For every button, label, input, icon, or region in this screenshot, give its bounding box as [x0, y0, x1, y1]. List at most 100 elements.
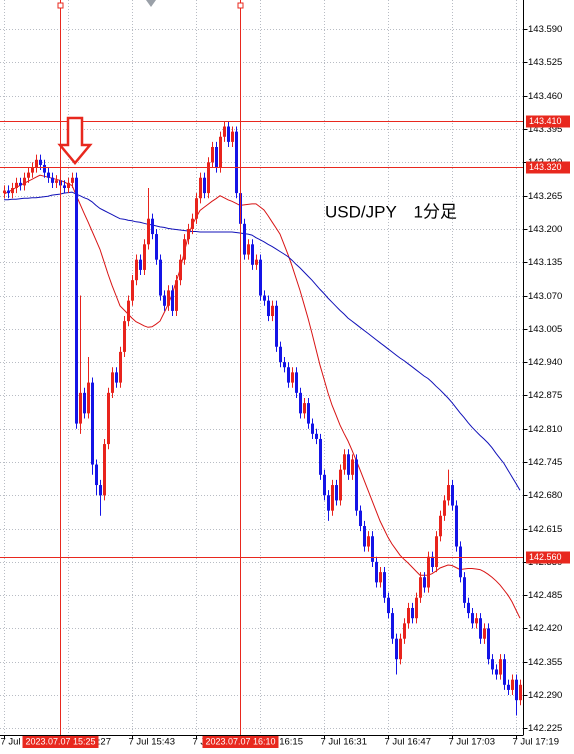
candle-body	[435, 536, 438, 567]
candle-body	[303, 403, 306, 414]
candle-body	[151, 218, 154, 235]
candle-body	[331, 485, 334, 511]
candle-body	[99, 485, 102, 496]
candle-body	[371, 536, 374, 562]
marks	[0, 0, 524, 735]
candle-body	[439, 515, 442, 537]
candle-body	[355, 459, 358, 511]
labels: 143.590143.525143.460143.395143.330143.2…	[1, 24, 570, 748]
candle-body	[223, 126, 226, 137]
candle-body	[339, 469, 342, 501]
candle-body	[403, 623, 406, 639]
x-tick-label: 7 Jul 16:15	[257, 737, 303, 748]
candle-body	[111, 372, 114, 393]
grid	[0, 0, 524, 735]
candle-body	[283, 362, 286, 368]
candle-body	[311, 423, 314, 434]
candle-body	[479, 618, 482, 639]
candle-body	[275, 305, 278, 347]
time-label-box	[202, 736, 279, 748]
candle-body	[3, 190, 6, 194]
arrow-annotation	[57, 116, 93, 165]
x-tick-label: 7 Jul 15:43	[129, 737, 175, 748]
candle-body	[431, 556, 434, 567]
y-tick-label: 142.420	[528, 623, 562, 634]
candle-body	[215, 147, 218, 168]
candle-body	[335, 485, 338, 501]
candle-body	[199, 177, 202, 199]
candle-body	[451, 485, 454, 506]
candle-body	[351, 459, 354, 475]
candle-body	[143, 244, 146, 270]
candle-body	[255, 259, 258, 265]
candle-body	[175, 280, 178, 311]
candle-body	[447, 485, 450, 501]
candle-body	[75, 177, 78, 424]
candle-body	[279, 346, 282, 363]
candle-body	[295, 372, 298, 393]
candle-body	[167, 290, 170, 306]
candle-body	[43, 164, 46, 173]
candle-body	[11, 187, 14, 194]
candle-body	[147, 218, 150, 245]
candle-body	[171, 290, 174, 311]
candle-body	[63, 185, 66, 188]
time-line-handle	[237, 2, 244, 9]
candle-body	[475, 618, 478, 624]
candle-body	[71, 177, 74, 183]
candle-body	[415, 597, 418, 619]
level-label-box	[526, 115, 570, 128]
candle-body	[159, 259, 162, 296]
candle-body	[359, 510, 362, 527]
level-label: 142.560	[529, 552, 562, 562]
candle-body	[419, 577, 422, 598]
candle-body	[187, 228, 190, 240]
y-tick-label: 143.135	[528, 257, 562, 268]
candle-body	[67, 182, 70, 188]
candle-body	[455, 505, 458, 547]
y-tick-label: 142.940	[528, 357, 562, 368]
candle-body	[383, 572, 386, 598]
candle-body	[519, 684, 522, 701]
level-label: 143.410	[529, 116, 562, 126]
candle-body	[323, 474, 326, 496]
candle-body	[227, 126, 230, 142]
y-tick-label: 142.290	[528, 690, 562, 701]
candle-body	[219, 136, 222, 168]
candle-body	[55, 180, 58, 183]
time-label: 2023.07.07 15:25	[25, 736, 95, 746]
candle-body	[399, 638, 402, 660]
candle-body	[407, 607, 410, 624]
candle-body	[375, 561, 378, 583]
candle-body	[271, 305, 274, 317]
y-tick-label: 143.590	[528, 24, 562, 35]
candle-body	[231, 131, 234, 142]
candle-body	[427, 556, 430, 588]
y-tick-label: 143.460	[528, 91, 562, 102]
candle-body	[155, 234, 158, 260]
candle-body	[15, 182, 18, 188]
candle-body	[191, 218, 194, 229]
candle-body	[495, 669, 498, 675]
candle-body	[483, 628, 486, 639]
time-line-handle	[57, 2, 64, 9]
candle-body	[19, 182, 22, 186]
time-label-box	[22, 736, 99, 748]
candle-body	[459, 546, 462, 578]
candle-body	[27, 172, 30, 178]
candle-body	[139, 259, 142, 270]
annotation: USD/JPY 1分足	[325, 202, 457, 221]
candle-body	[503, 659, 506, 685]
y-tick-label: 143.200	[528, 224, 562, 235]
candle-body	[291, 372, 294, 383]
candle-body	[207, 162, 210, 194]
candle-body	[35, 159, 38, 168]
candle-body	[263, 295, 266, 301]
scroll-marker	[146, 0, 156, 7]
candle-body	[23, 177, 26, 186]
candle-body	[91, 382, 94, 465]
candle-body	[39, 159, 42, 165]
x-tick-label: 7 Jul 17:03	[449, 737, 495, 748]
x-tick-label: 7 Jul 16:31	[321, 737, 367, 748]
candle-body	[507, 684, 510, 690]
